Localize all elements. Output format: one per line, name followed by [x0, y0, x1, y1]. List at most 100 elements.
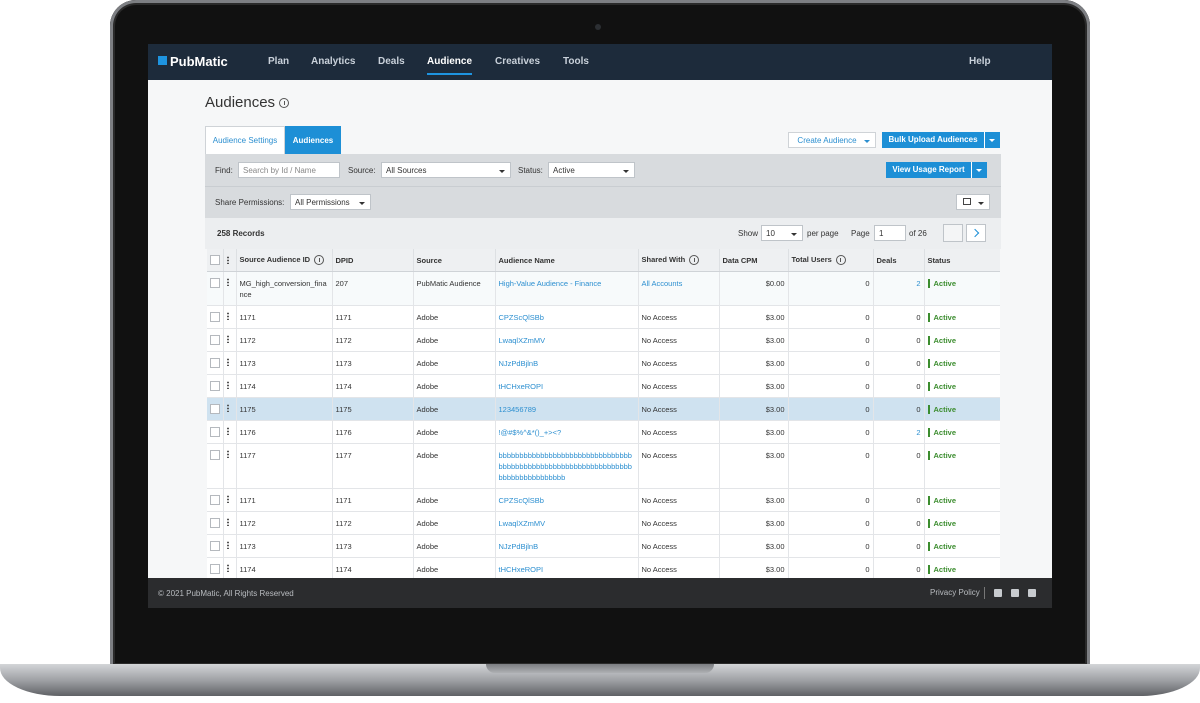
usage-label: View Usage Report — [892, 165, 965, 174]
column-header[interactable]: Status — [924, 249, 1000, 272]
row-menu[interactable] — [226, 564, 229, 572]
column-header[interactable]: Total Users — [788, 249, 874, 272]
row-menu[interactable] — [226, 278, 229, 286]
row-menu[interactable] — [226, 335, 229, 343]
column-header[interactable]: Deals — [873, 249, 925, 272]
row-menu[interactable] — [226, 312, 229, 320]
table-cell: 1172 — [236, 511, 333, 535]
nav-item[interactable]: Plan — [268, 56, 290, 67]
table-row[interactable]: 1172 1172 Adobe LwaqlXZmMV No Access $3.00 0 0 A… — [207, 328, 1000, 352]
checkbox[interactable] — [210, 541, 220, 551]
cell-text[interactable]: !@#$%^&*()_+><? — [498, 428, 562, 437]
twitter-icon[interactable] — [1011, 589, 1019, 597]
cell-text[interactable]: NJzPdBjlnB — [498, 542, 539, 551]
column-header[interactable]: Shared With — [638, 249, 720, 272]
cell-text[interactable]: 2 — [916, 279, 921, 288]
cell-text[interactable]: All Accounts — [641, 279, 683, 288]
column-header[interactable]: Audience Name — [495, 249, 639, 272]
cell-text[interactable]: LwaqlXZmMV — [498, 519, 546, 528]
cell-text[interactable]: NJzPdBjlnB — [498, 359, 539, 368]
footer: © 2021 PubMatic, All Rights Reserved Pri… — [148, 578, 1052, 608]
table-row[interactable]: 1177 1177 Adobe bbbbbbbbbbbbbbbbbbbbbbbbbbb… — [207, 443, 1000, 489]
column-header[interactable]: Source Audience ID — [236, 249, 333, 272]
table-row[interactable]: 1172 1172 Adobe LwaqlXZmMV No Access $3.00 0 0 A… — [207, 511, 1000, 535]
facebook-icon[interactable] — [994, 589, 1002, 597]
checkbox[interactable] — [210, 518, 220, 528]
privacy-link[interactable]: Privacy Policy — [930, 588, 980, 597]
table-row[interactable]: 1175 1175 Adobe 123456789 No Access $3.00 0 0 Ac… — [207, 397, 1000, 421]
table-row[interactable]: 1171 1171 Adobe CPZScQlSBb No Access $3.00 0 0 A… — [207, 488, 1000, 512]
checkbox[interactable] — [210, 450, 220, 460]
checkbox[interactable] — [210, 278, 220, 288]
linkedin-icon[interactable] — [1028, 589, 1036, 597]
row-menu[interactable] — [226, 381, 229, 389]
table-row[interactable]: 1173 1173 Adobe NJzPdBjlnB No Access $3.00 0 0 A… — [207, 534, 1000, 558]
checkbox[interactable] — [210, 404, 220, 414]
table-row[interactable]: 1174 1174 Adobe tHCHxeROPI No Access $3.00 0 0 A… — [207, 557, 1000, 578]
cell-text[interactable]: CPZScQlSBb — [498, 313, 544, 322]
row-menu[interactable] — [226, 427, 229, 435]
help-link[interactable]: Help — [969, 56, 991, 67]
row-menu[interactable] — [226, 404, 229, 412]
bulk-upload-button[interactable]: Bulk Upload Audiences — [882, 132, 1000, 148]
info-icon[interactable] — [689, 255, 700, 265]
cell-text[interactable]: 123456789 — [498, 405, 537, 414]
nav-item[interactable]: Deals — [378, 56, 405, 67]
cell-text[interactable]: LwaqlXZmMV — [498, 336, 546, 345]
next-button[interactable] — [966, 224, 986, 242]
column-header[interactable]: Data CPM — [719, 249, 789, 272]
table-row[interactable]: 1174 1174 Adobe tHCHxeROPI No Access $3.00 0 0 A… — [207, 374, 1000, 398]
show-select[interactable]: 10 — [761, 225, 803, 241]
prev-button[interactable] — [943, 224, 963, 242]
cell-text[interactable]: tHCHxeROPI — [498, 382, 544, 391]
checkbox-cell — [207, 420, 224, 444]
row-menu[interactable] — [226, 495, 229, 503]
info-icon[interactable] — [279, 98, 290, 109]
checkbox[interactable] — [210, 255, 220, 265]
checkbox[interactable] — [210, 495, 220, 505]
logo[interactable]: PubMatic — [158, 54, 228, 69]
nav-item[interactable]: Tools — [563, 56, 589, 67]
cell-text[interactable]: High-Value Audience - Finance — [498, 279, 602, 288]
nav-item[interactable]: Creatives — [495, 56, 541, 67]
cell-text[interactable]: CPZScQlSBb — [498, 496, 544, 505]
row-menu[interactable] — [226, 541, 229, 549]
cell-text: No Access — [641, 382, 677, 391]
table-cell: Active — [924, 488, 1000, 512]
page-input[interactable]: 1 — [874, 225, 906, 241]
checkbox[interactable] — [210, 312, 220, 322]
share-select[interactable]: All Permissions — [290, 194, 371, 210]
checkbox[interactable] — [210, 381, 220, 391]
table-cell: $0.00 — [719, 271, 789, 306]
column-header[interactable]: DPID — [332, 249, 414, 272]
share-label: Share Permissions: — [215, 198, 285, 207]
tab-active[interactable]: Audiences — [285, 126, 341, 154]
columns-button[interactable] — [956, 194, 990, 210]
table-row[interactable]: MG_high_conversion_finance 207 PubMatic Au… — [207, 271, 1000, 306]
info-icon[interactable] — [835, 255, 846, 265]
nav-item[interactable]: Audience — [427, 56, 473, 75]
cell-text[interactable]: tHCHxeROPI — [498, 565, 544, 574]
row-menu[interactable] — [226, 358, 229, 366]
status-select[interactable]: Active — [548, 162, 635, 178]
source-select[interactable]: All Sources — [381, 162, 511, 178]
table-row[interactable]: 1176 1176 Adobe !@#$%^&*()_+><? No Access $3.… — [207, 420, 1000, 444]
row-menu[interactable] — [226, 450, 229, 458]
usage-report-button[interactable]: View Usage Report — [886, 162, 987, 178]
find-input[interactable]: Search by Id / Name — [238, 162, 340, 178]
row-menu[interactable] — [226, 518, 229, 526]
checkbox[interactable] — [210, 358, 220, 368]
table-row[interactable]: 1171 1171 Adobe CPZScQlSBb No Access $3.00 0 0 A… — [207, 305, 1000, 329]
nav-item[interactable]: Analytics — [311, 56, 356, 67]
cell-text[interactable]: 2 — [916, 428, 921, 437]
tab[interactable]: Audience Settings — [205, 126, 285, 154]
column-header[interactable]: Source — [413, 249, 496, 272]
checkbox[interactable] — [210, 564, 220, 574]
checkbox[interactable] — [210, 335, 220, 345]
create-button[interactable]: Create Audience — [788, 132, 876, 148]
cell-text[interactable]: bbbbbbbbbbbbbbbbbbbbbbbbbbbbbbbbbbbbbbbb… — [498, 451, 632, 482]
menu-icon[interactable] — [226, 255, 229, 264]
table-row[interactable]: 1173 1173 Adobe NJzPdBjlnB No Access $3.00 0 0 A… — [207, 351, 1000, 375]
checkbox[interactable] — [210, 427, 220, 437]
info-icon[interactable] — [314, 255, 325, 265]
